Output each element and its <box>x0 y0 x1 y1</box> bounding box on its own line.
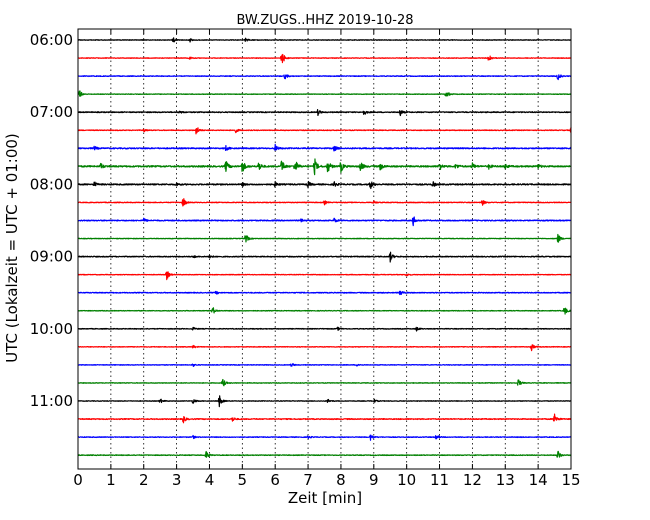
trace-line <box>77 37 572 43</box>
trace-line <box>77 198 572 207</box>
trace-line <box>77 395 572 408</box>
x-tick-label: 8 <box>336 471 346 489</box>
x-tick-label: 6 <box>270 471 280 489</box>
x-tick-label: 5 <box>238 471 248 489</box>
trace-line <box>77 271 572 281</box>
x-tick-label: 13 <box>496 471 515 489</box>
y-tick-label: 07:00 <box>30 103 73 121</box>
x-tick-label: 0 <box>73 471 83 489</box>
trace-line <box>77 74 572 81</box>
trace-line <box>77 307 572 315</box>
trace-line <box>77 127 572 135</box>
trace-line <box>77 413 572 424</box>
trace-line <box>77 109 572 117</box>
trace-line <box>77 158 572 176</box>
x-tick-label: 14 <box>529 471 548 489</box>
trace-line <box>77 378 572 387</box>
x-tick-label: 4 <box>205 471 215 489</box>
x-tick-label: 12 <box>463 471 482 489</box>
x-tick-label: 9 <box>369 471 379 489</box>
trace-line <box>77 434 572 441</box>
trace-line <box>77 53 572 64</box>
trace-line <box>77 326 572 332</box>
y-tick-label: 06:00 <box>30 31 73 49</box>
trace-line <box>77 290 572 296</box>
x-tick-label: 1 <box>106 471 116 489</box>
y-tick-label: 10:00 <box>30 320 73 338</box>
trace-line <box>77 143 572 152</box>
trace-group <box>77 37 572 458</box>
x-tick-label: 11 <box>430 471 449 489</box>
x-tick-label: 15 <box>561 471 580 489</box>
plot-frame <box>77 28 572 470</box>
grid-lines <box>110 29 539 469</box>
y-tick-label: 08:00 <box>30 175 73 193</box>
trace-line <box>77 180 572 190</box>
y-axis-label: UTC (Lokalzeit = UTC + 01:00) <box>3 133 21 363</box>
trace-line <box>77 90 572 97</box>
x-tick-label: 10 <box>397 471 416 489</box>
trace-line <box>77 251 572 263</box>
y-tick-label: 11:00 <box>30 392 73 410</box>
trace-line <box>77 233 572 243</box>
chart-title: BW.ZUGS..HHZ 2019-10-28 <box>236 13 413 28</box>
x-tick-label: 3 <box>172 471 182 489</box>
x-axis-label: Zeit [min] <box>288 489 362 507</box>
y-axis: 06:00 07:00 08:00 09:00 10:00 11:00 <box>30 31 571 410</box>
trace-line <box>77 450 572 458</box>
trace-line <box>77 216 572 227</box>
y-tick-label: 09:00 <box>30 248 73 266</box>
x-tick-label: 2 <box>139 471 149 489</box>
x-axis: 0 1 2 3 4 5 6 7 8 9 10 11 12 13 14 15 <box>73 29 581 489</box>
trace-line <box>77 363 572 367</box>
x-tick-label: 7 <box>303 471 313 489</box>
trace-line <box>77 344 572 352</box>
